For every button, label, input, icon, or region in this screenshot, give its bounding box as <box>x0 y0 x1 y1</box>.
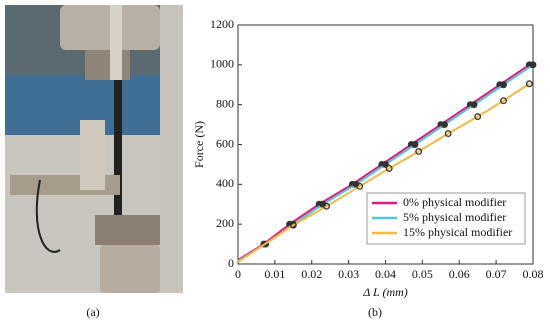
x-tick-label: 0.01 <box>264 267 285 281</box>
point <box>289 221 297 229</box>
legend-label: 15% physical modifier <box>403 225 512 239</box>
y-tick-label: 600 <box>216 136 234 150</box>
photo <box>5 5 183 293</box>
point <box>356 182 364 190</box>
y-tick-label: 1200 <box>210 17 234 31</box>
point <box>474 113 482 121</box>
y-tick-label: 800 <box>216 96 234 110</box>
point <box>500 81 507 89</box>
y-tick-label: 400 <box>216 176 234 190</box>
x-tick-label: 0.04 <box>375 267 396 281</box>
y-axis-label: Force (N) <box>192 121 206 168</box>
point <box>444 130 452 137</box>
x-tick-label: 0 <box>235 267 241 281</box>
point <box>415 148 423 155</box>
legend-label: 5% physical modifier <box>403 210 506 224</box>
point <box>525 80 533 88</box>
caption: (b) <box>368 305 382 319</box>
x-tick-label: 0.02 <box>301 267 322 281</box>
x-tick-label: 0.06 <box>449 267 470 281</box>
point <box>470 101 478 109</box>
x-axis-label: Δ L (mm) <box>362 285 408 299</box>
y-tick-label: 0 <box>228 256 234 270</box>
x-tick-label: 0.07 <box>486 267 507 281</box>
y-tick-label: 1000 <box>210 57 234 71</box>
point <box>529 61 537 69</box>
x-tick-label: 0.03 <box>338 267 359 281</box>
point <box>441 121 448 129</box>
legend-label: 0% physical modifier <box>403 195 506 209</box>
y-tick-label: 200 <box>216 216 234 230</box>
point <box>323 202 330 210</box>
point <box>382 160 389 168</box>
point <box>411 141 419 148</box>
x-tick-label: 0.05 <box>412 267 433 281</box>
point <box>500 97 507 105</box>
point <box>385 164 393 172</box>
series-line <box>237 82 530 263</box>
caption: (a) <box>86 305 99 319</box>
x-tick-label: 0.08 <box>523 267 544 281</box>
